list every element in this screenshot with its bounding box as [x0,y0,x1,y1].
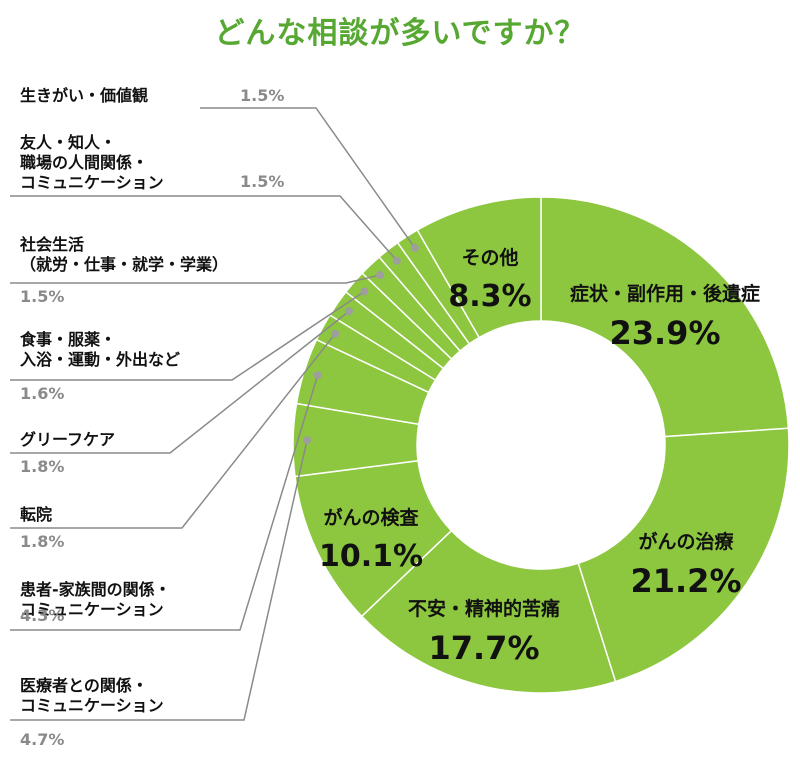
leader-dot-11 [410,243,419,252]
slice-label-0: 症状・副作用・後遺症 [570,282,760,305]
outer-label-10: 友人・知人・ 職場の人間関係・ コミュニケーション [20,133,164,192]
slice-label-1: がんの治療 [638,530,734,553]
slice-label-3: がんの検査 [323,506,419,529]
slice-value-1: 21.2% [630,562,741,600]
leader-line-10 [10,195,398,262]
leader-line-5 [10,374,319,631]
slice-12 [416,196,542,339]
leader-dot-5 [313,371,322,380]
slice-0 [540,196,790,438]
leader-line-8 [10,290,365,381]
slice-value-3: 10.1% [319,539,423,574]
outer-label-4: 医療者との関係・ コミュニケーション [20,676,164,715]
leader-line-9 [10,274,381,284]
leader-dot-4 [303,436,312,445]
leader-line-6 [10,333,336,529]
outer-value-10: 1.5% [240,172,285,191]
leader-line-7 [10,310,350,454]
outer-value-11: 1.5% [240,86,285,105]
slice-label-12: その他 [461,246,518,269]
outer-value-4: 4.7% [20,730,65,749]
slice-value-12: 8.3% [448,279,531,314]
outer-value-5: 4.3% [20,606,65,625]
leader-dot-9 [376,271,385,280]
leader-dot-8 [360,287,369,296]
leader-line-11 [200,107,416,249]
outer-label-7: グリーフケア [20,430,116,449]
leader-line-4 [10,440,308,721]
slice-value-2: 17.7% [428,629,539,667]
leader-dot-10 [392,256,401,265]
outer-label-6: 転院 [20,505,53,524]
slice-value-0: 23.9% [609,314,720,352]
leader-dot-6 [331,329,340,338]
outer-value-7: 1.8% [20,457,65,476]
outer-value-6: 1.8% [20,532,65,551]
chart-title: どんな相談が多いですか？ [214,16,586,51]
slice-2 [360,529,617,694]
outer-label-9: 社会生活 （就労・仕事・就学・学業） [20,235,229,274]
slice-label-2: 不安・精神的苦痛 [408,597,560,620]
slice-1 [577,427,790,683]
outer-label-11: 生きがい・価値観 [20,86,149,105]
outer-label-8: 食事・服薬・ 入浴・運動・外出など [20,330,181,369]
leader-dot-7 [345,307,354,316]
outer-label-5: 患者-家族間の関係・ コミュニケーション [20,580,171,619]
outer-value-8: 1.6% [20,384,65,403]
outer-value-9: 1.5% [20,287,65,306]
